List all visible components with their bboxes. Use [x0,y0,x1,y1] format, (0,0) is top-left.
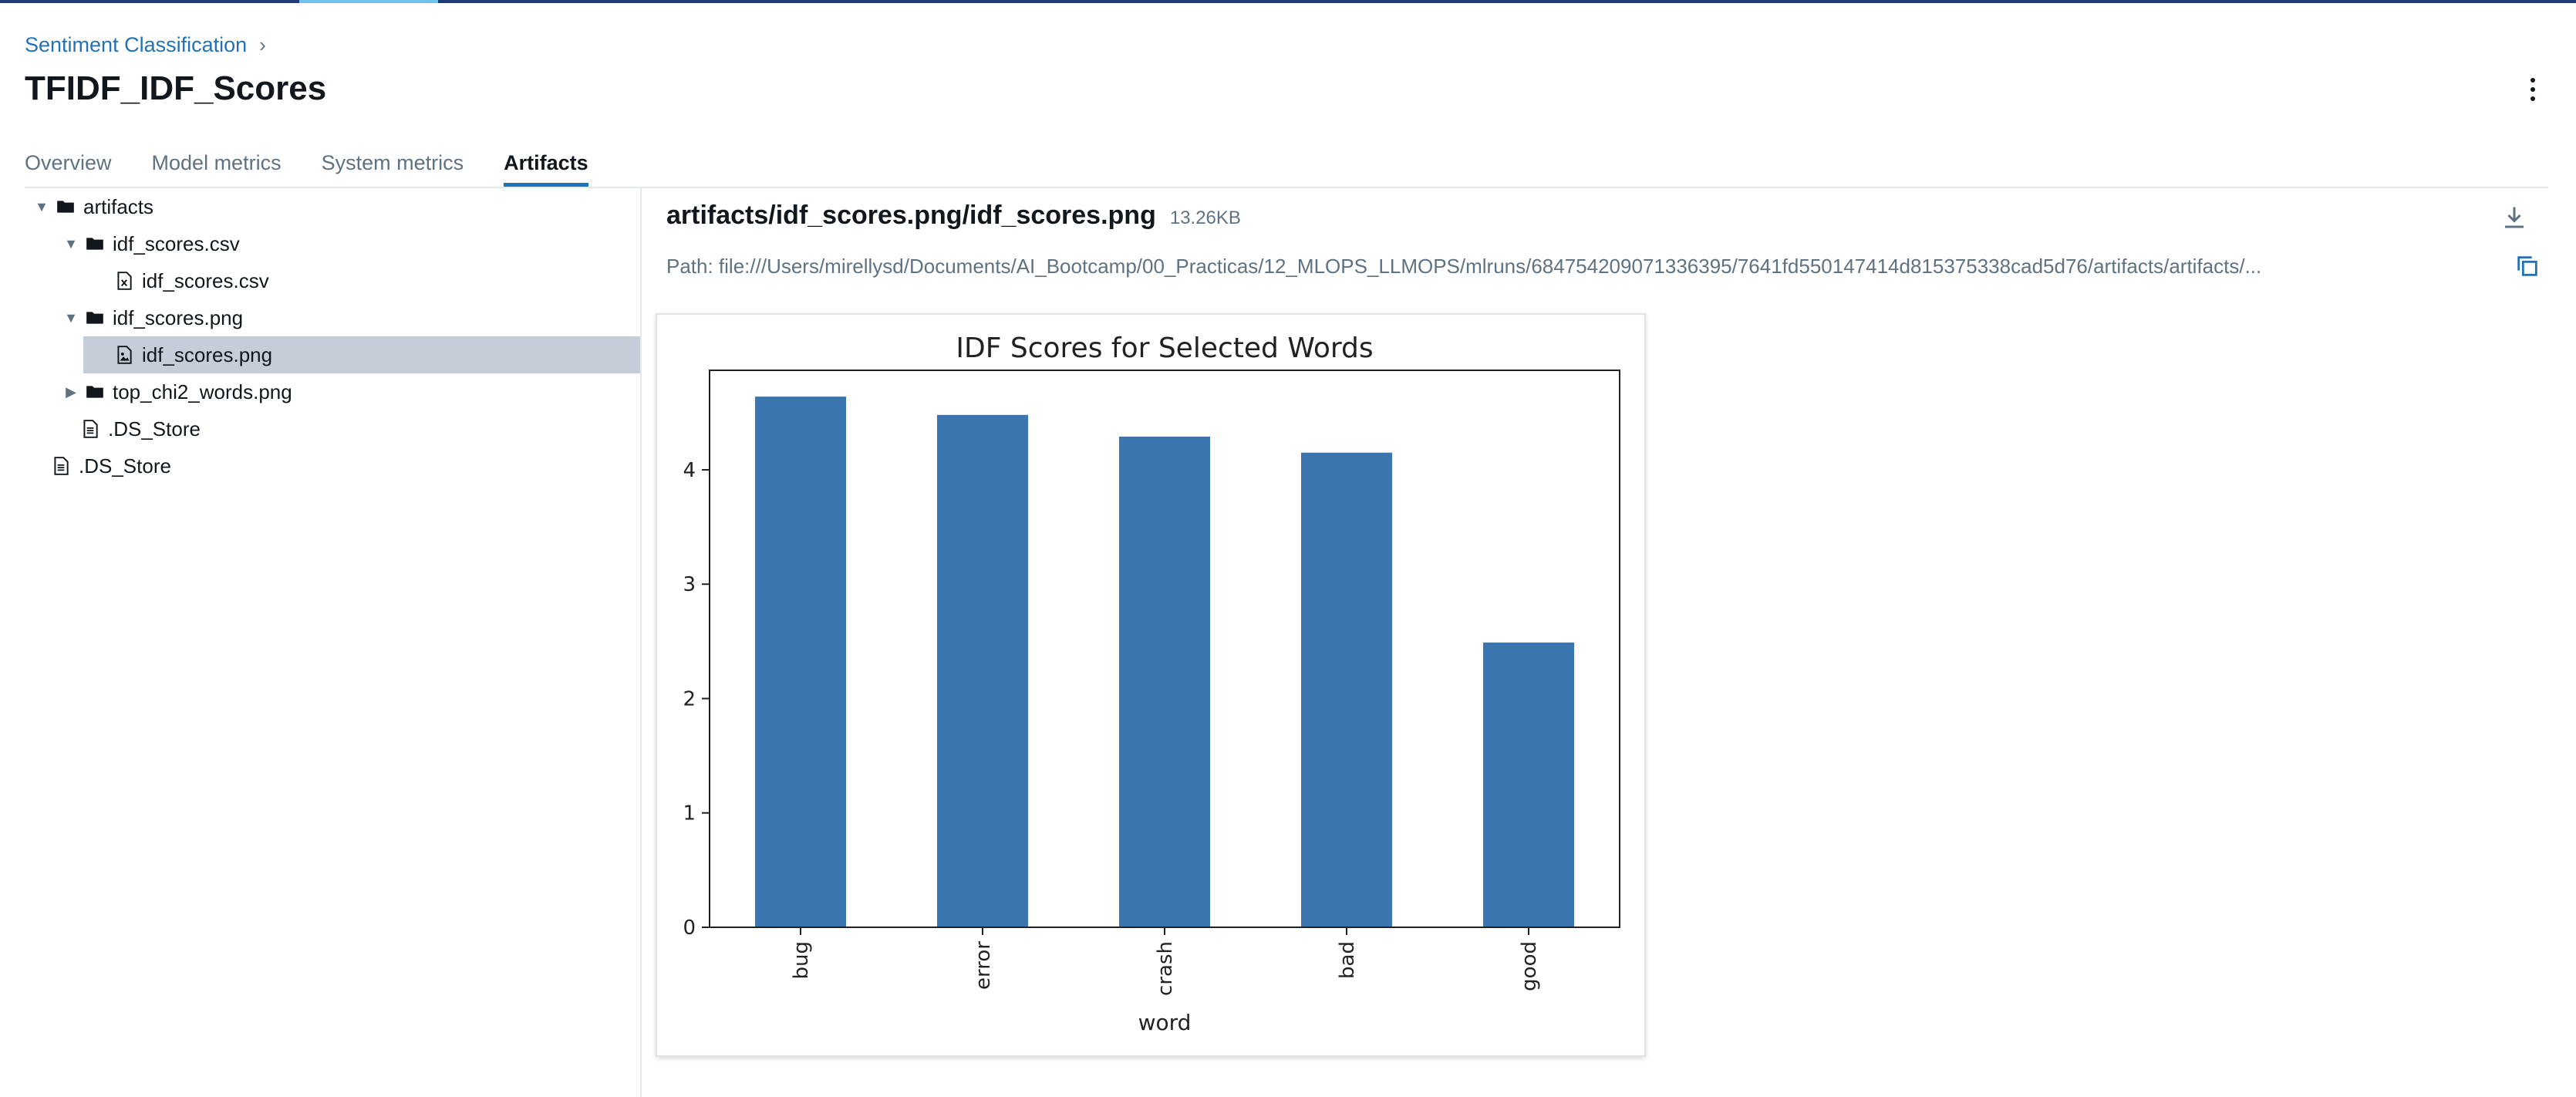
tree-item-top-chi2-words-folder[interactable]: ▶ top_chi2_words.png [63,373,640,410]
y-tick-label: 2 [683,687,696,711]
more-options-icon[interactable] [2517,74,2548,105]
bar-good [1483,642,1574,927]
tree-item-label: top_chi2_words.png [113,380,292,403]
bar-crash [1119,436,1210,927]
artifact-tree: ▼ artifacts ▼ idf_scores.csv idf_scores.… [0,188,642,1097]
tree-item-artifacts-folder[interactable]: ▼ artifacts [34,188,640,225]
tree-item-label: idf_scores.png [142,343,273,366]
y-tick-label: 0 [683,916,696,940]
x-tick-label-good: good [1518,941,1541,991]
tree-item-idf-scores-png-folder[interactable]: ▼ idf_scores.png [63,299,640,336]
folder-icon [85,382,105,402]
x-axis-label: word [1138,1010,1192,1035]
breadcrumb-link-experiment[interactable]: Sentiment Classification [25,32,248,56]
folder-icon [85,234,105,254]
folder-icon [85,308,105,328]
chart-title: IDF Scores for Selected Words [956,332,1373,364]
download-icon[interactable] [2500,204,2528,231]
run-tabs: Overview Model metrics System metrics Ar… [25,148,588,187]
tree-item-label: .DS_Store [108,417,201,440]
expand-caret-icon[interactable]: ▼ [64,235,78,251]
artifact-file-size: 13.26KB [1169,208,1241,228]
copy-icon[interactable] [2514,253,2541,279]
file-icon [80,419,100,439]
y-tick-label: 4 [683,459,696,482]
folder-icon [56,197,76,217]
tree-item-label: idf_scores.png [113,305,244,329]
y-tick-label: 3 [683,573,696,596]
x-tick-label-bad: bad [1336,941,1359,979]
artifact-path: Path: file:///Users/mirellysd/Documents/… [666,255,2262,278]
tree-item-label: idf_scores.csv [142,268,269,292]
expand-caret-icon[interactable]: ▶ [66,383,76,400]
y-tick-label: 1 [683,802,696,825]
csv-file-icon [114,271,134,291]
bar-bad [1301,452,1392,927]
tree-item-idf-scores-png-file[interactable]: idf_scores.png [83,336,640,373]
tree-item-ds-store-root[interactable]: .DS_Store [34,447,640,484]
tab-overview[interactable]: Overview [25,151,112,174]
page-title: TFIDF_IDF_Scores [25,69,327,107]
tree-item-idf-scores-csv-folder[interactable]: ▼ idf_scores.csv [63,225,640,262]
breadcrumb: Sentiment Classification › [25,31,266,59]
tree-item-label: .DS_Store [79,454,171,478]
expand-caret-icon[interactable]: ▼ [35,198,49,214]
x-tick-label-crash: crash [1154,941,1177,996]
idf-bar-chart: IDF Scores for Selected Words 0 1 2 3 4 bug e… [683,332,1620,1035]
tab-system-metrics[interactable]: System metrics [321,151,464,174]
bar-bug [755,397,846,927]
file-icon [51,456,71,476]
tree-item-label: artifacts [83,194,154,218]
x-tick-label-bug: bug [790,941,813,980]
artifact-header: artifacts/idf_scores.png/idf_scores.png … [666,201,1241,231]
tab-model-metrics[interactable]: Model metrics [151,151,282,174]
tree-item-idf-scores-csv-file[interactable]: idf_scores.csv [93,262,640,299]
artifact-file-name: artifacts/idf_scores.png/idf_scores.png [666,201,1156,230]
plot-frame [709,370,1620,928]
bar-error [937,414,1028,927]
image-file-icon [114,345,134,365]
tree-item-ds-store-nested[interactable]: .DS_Store [63,410,640,447]
tree-item-label: idf_scores.csv [113,231,240,255]
expand-caret-icon[interactable]: ▼ [64,309,78,326]
artifact-image-preview: IDF Scores for Selected Words 0 1 2 3 4 bug e… [656,313,1646,1057]
page-loading-bar-accent [299,0,438,3]
tabs-divider [25,187,2548,188]
x-tick-label-error: error [972,941,995,990]
breadcrumb-separator: › [259,32,266,56]
tab-artifacts[interactable]: Artifacts [504,148,588,187]
page-loading-bar [0,0,2576,3]
